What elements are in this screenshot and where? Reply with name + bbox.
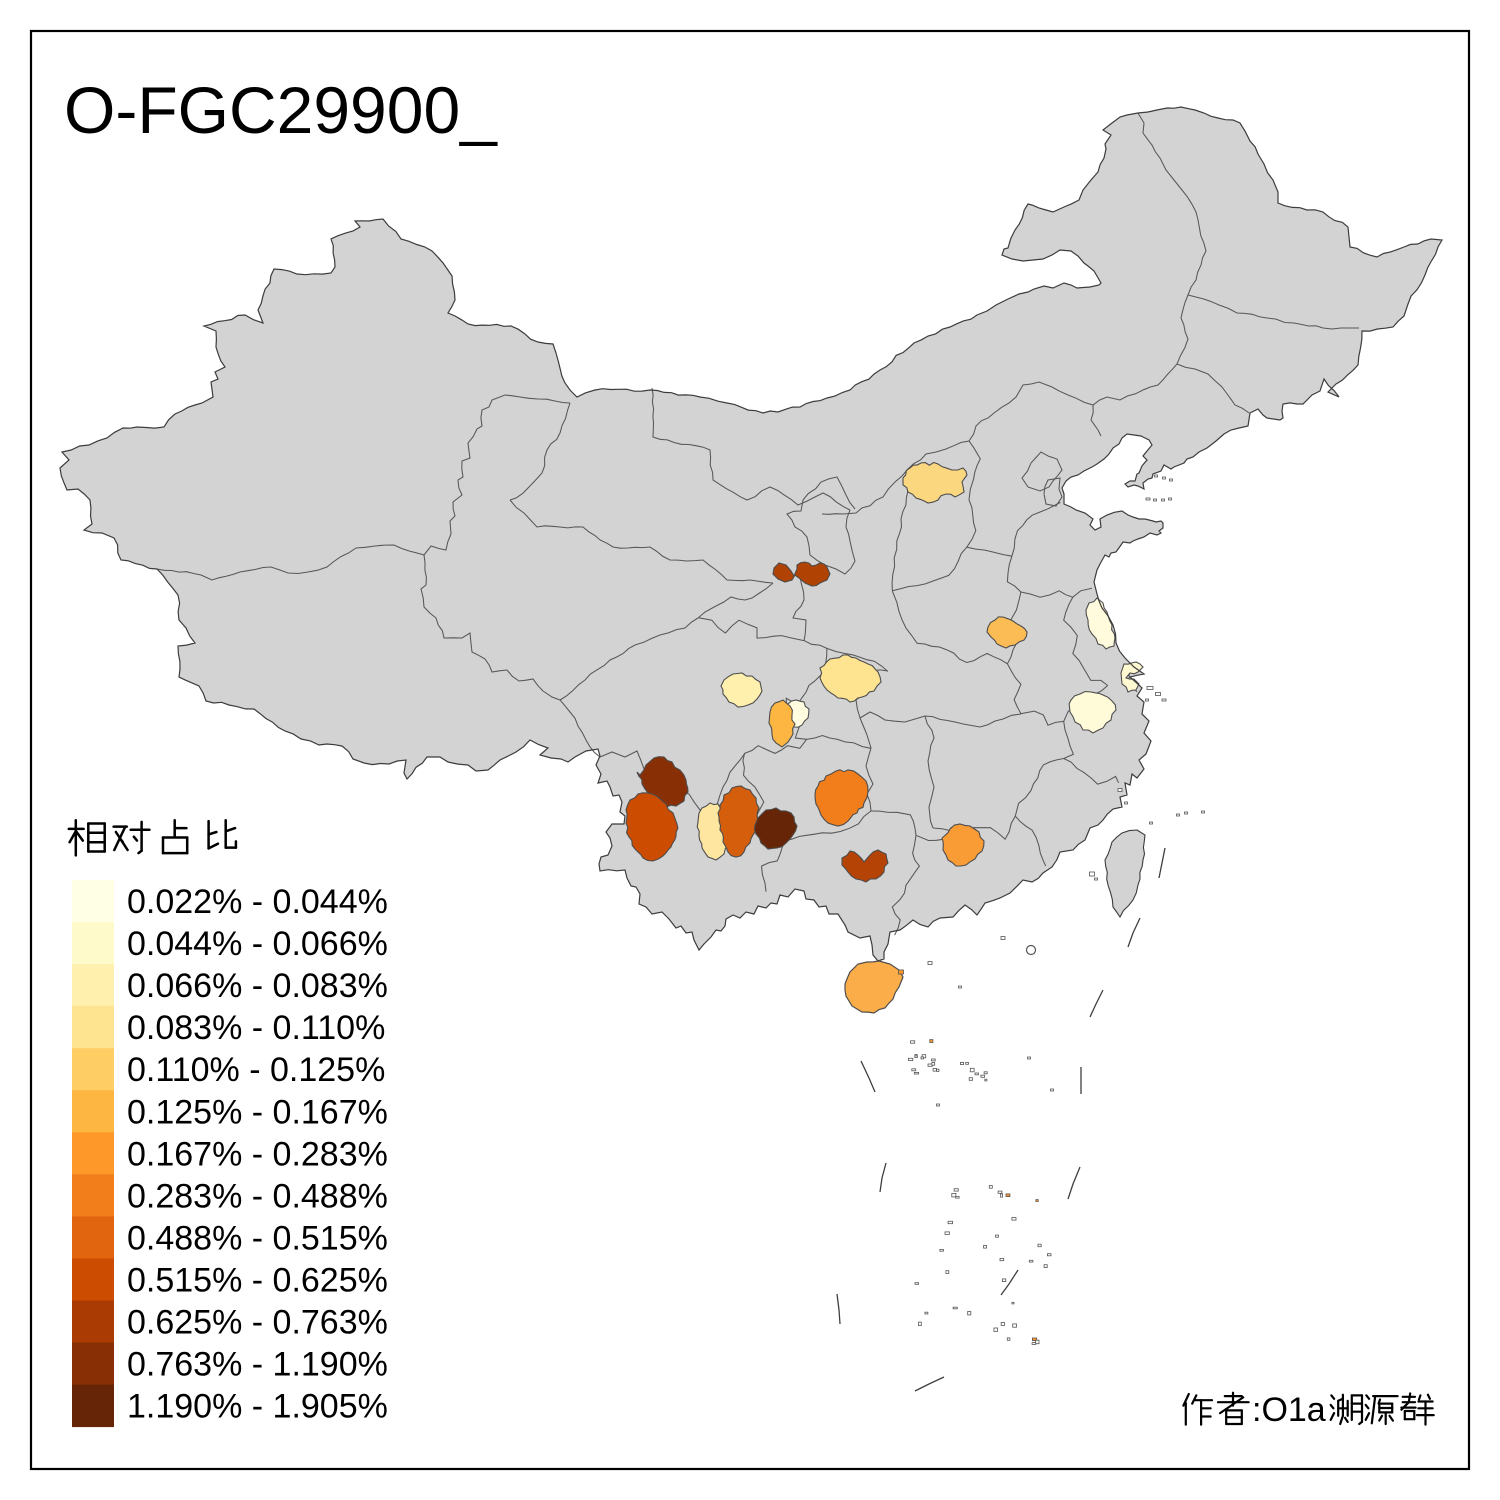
svg-text:0.022% - 0.044%: 0.022% - 0.044% — [127, 883, 388, 921]
svg-text:0.167% - 0.283%: 0.167% - 0.283% — [127, 1135, 388, 1173]
svg-text:0.066% - 0.083%: 0.066% - 0.083% — [127, 967, 388, 1005]
svg-text:1.190% - 1.905%: 1.190% - 1.905% — [127, 1388, 388, 1426]
svg-text:0.763% - 1.190%: 0.763% - 1.190% — [127, 1346, 388, 1384]
svg-text:0.625% - 0.763%: 0.625% - 0.763% — [127, 1304, 388, 1342]
svg-text:0.044% - 0.066%: 0.044% - 0.066% — [127, 925, 388, 963]
svg-text:0.515% - 0.625%: 0.515% - 0.625% — [127, 1262, 388, 1300]
svg-text::O1a: :O1a — [1252, 1391, 1326, 1429]
svg-text:0.125% - 0.167%: 0.125% - 0.167% — [127, 1093, 388, 1131]
svg-text:0.110% - 0.125%: 0.110% - 0.125% — [127, 1051, 385, 1089]
svg-text:0.083% - 0.110%: 0.083% - 0.110% — [127, 1009, 385, 1047]
svg-text:0.283% - 0.488%: 0.283% - 0.488% — [127, 1177, 388, 1215]
svg-text:O-FGC29900_: O-FGC29900_ — [64, 73, 498, 147]
svg-text:0.488% - 0.515%: 0.488% - 0.515% — [127, 1219, 388, 1257]
